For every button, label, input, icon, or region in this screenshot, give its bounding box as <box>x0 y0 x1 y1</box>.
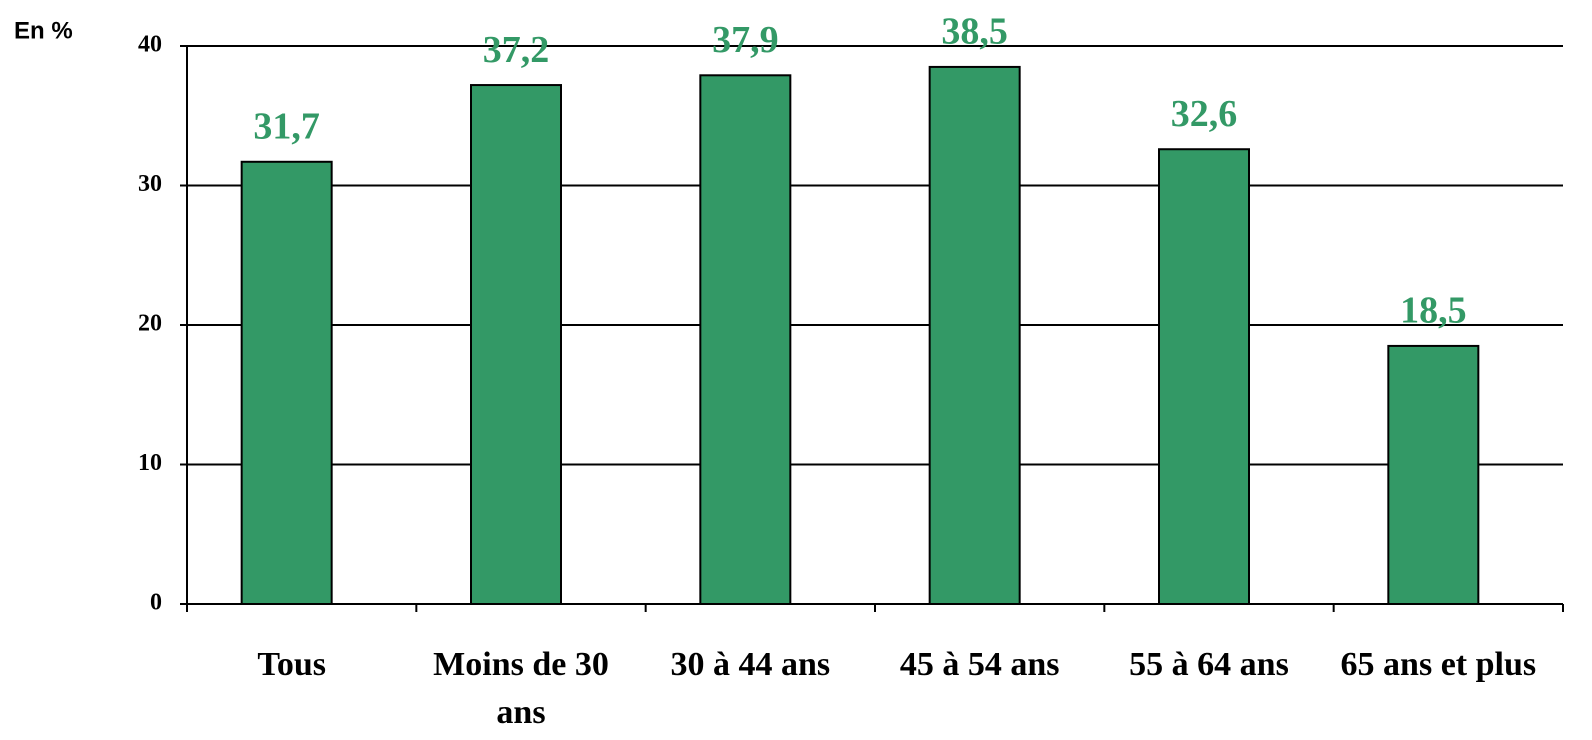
y-tick-label: 0 <box>150 590 162 616</box>
bar <box>1387 344 1480 605</box>
y-axis-label: En % <box>14 17 73 44</box>
bar <box>470 84 562 605</box>
y-tick-label: 30 <box>138 171 162 197</box>
value-label: 18,5 <box>1400 290 1467 332</box>
value-label: 32,6 <box>1171 93 1238 135</box>
x-tick-label: Moins de 30 ans <box>433 646 609 731</box>
value-label: 38,5 <box>941 11 1008 53</box>
x-tick-label: 65 ans et plus <box>1341 646 1537 683</box>
y-tick-label: 40 <box>138 32 162 58</box>
x-tick-label: Tous <box>257 646 326 683</box>
x-tick-label: 45 à 54 ans <box>900 646 1060 683</box>
x-tick-label: 55 à 64 ans <box>1129 646 1289 683</box>
x-tick-label: 30 à 44 ans <box>671 646 831 683</box>
value-label: 37,9 <box>712 19 779 61</box>
value-label: 31,7 <box>253 106 320 148</box>
bar <box>699 74 792 606</box>
bar <box>1158 148 1250 605</box>
y-tick-label: 20 <box>138 311 162 337</box>
bar <box>240 160 333 605</box>
bar <box>928 65 1021 606</box>
value-label: 37,2 <box>483 29 550 71</box>
y-tick-label: 10 <box>138 450 162 476</box>
